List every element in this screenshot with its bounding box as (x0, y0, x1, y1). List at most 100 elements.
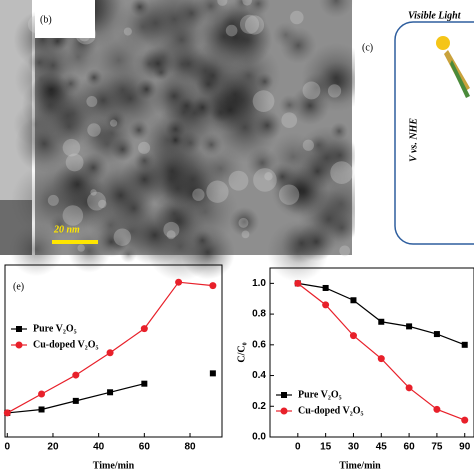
tem-particle (191, 229, 214, 252)
tem-gap (242, 0, 252, 6)
tem-gap (330, 161, 354, 184)
data-point (294, 279, 302, 287)
tem-gap (192, 188, 205, 201)
tem-particle (96, 226, 127, 258)
legend-marker (16, 326, 22, 332)
tem-gap (241, 230, 250, 239)
data-point (3, 409, 11, 417)
tem-particle (166, 131, 184, 149)
tem-gap (278, 184, 300, 205)
y-tick-label: 0.4 (252, 370, 266, 381)
tem-particle (318, 0, 354, 18)
tem-gap (253, 168, 277, 192)
data-point (141, 380, 148, 387)
tem-gap (166, 230, 176, 240)
panel-b-image (9, 0, 378, 282)
x-tick-label: 90 (459, 442, 471, 453)
x-tick-label: 0 (295, 442, 301, 453)
x-tick-label: 0 (5, 442, 11, 453)
tem-particle (200, 2, 271, 73)
legend-marker (280, 407, 288, 415)
tem-gap (87, 123, 101, 137)
tem-gap (228, 170, 249, 191)
legend-marker (15, 341, 23, 349)
tem-gap (90, 189, 97, 196)
x-tick-label: 45 (376, 442, 388, 453)
x-axis-label: Time/min (339, 460, 381, 471)
data-point (209, 370, 216, 377)
tem-particle (301, 42, 371, 112)
data-point (433, 331, 440, 338)
data-point (38, 390, 46, 398)
y-axis-label: C/C₀ (236, 342, 247, 362)
x-tick-label: 75 (431, 442, 443, 453)
tem-gap (281, 112, 298, 129)
tem-gap (98, 199, 107, 209)
label-box (35, 0, 95, 38)
data-point (349, 332, 357, 340)
legend-label: Pure V₂O₅ (33, 323, 77, 334)
data-point (377, 355, 385, 363)
x-tick-label: 60 (404, 442, 416, 453)
y-tick-label: 1.0 (252, 278, 266, 289)
data-point (38, 406, 45, 413)
data-point (322, 301, 330, 309)
x-tick-label: 40 (93, 442, 105, 453)
tem-particle (164, 93, 204, 132)
plot-frame (4, 264, 223, 438)
legend-label: Cu-doped V₂O₅ (298, 405, 364, 416)
chart-title: (e) (13, 281, 24, 292)
tem-gap (302, 139, 314, 151)
panel-label: (b) (40, 14, 52, 25)
panel-label: (c) (362, 42, 373, 53)
data-point (322, 284, 329, 291)
tem-gap (264, 172, 273, 181)
tem-particle (281, 223, 322, 264)
tem-gap (290, 10, 304, 25)
tem-particle (279, 27, 317, 64)
tem-gap (47, 194, 59, 206)
data-point (405, 384, 413, 392)
tem-particle (133, 48, 165, 80)
scale-text: 20 nm (53, 224, 80, 235)
data-point (72, 371, 80, 379)
tem-gap (163, 221, 180, 238)
tem-gap (113, 228, 132, 246)
tem-gap (86, 96, 98, 107)
tem-particle (327, 212, 357, 243)
x-tick-label: 15 (320, 442, 332, 453)
data-point (406, 323, 413, 330)
tem-gap (65, 153, 84, 172)
tem-gap (110, 119, 118, 127)
data-point (350, 297, 357, 304)
tem-particle (119, 154, 170, 205)
tem-particle (271, 161, 329, 220)
tem-particle (128, 119, 150, 141)
tem-particle (80, 117, 134, 171)
tem-gap (62, 205, 84, 226)
light-beam (450, 60, 470, 98)
y-tick-label: 0.6 (252, 339, 266, 350)
data-point (72, 397, 79, 404)
data-point (106, 349, 114, 357)
data-point (209, 282, 217, 290)
data-point (433, 405, 441, 413)
tem-particle (114, 0, 172, 56)
tem-particle (104, 110, 127, 132)
tem-gap (238, 217, 249, 228)
x-tick-label: 30 (348, 442, 360, 453)
tem-particle (169, 167, 221, 219)
legend-marker (281, 392, 287, 398)
tem-gap (327, 84, 342, 98)
data-point (107, 389, 114, 396)
light-label: Visible Light (408, 10, 462, 21)
tem-gap (206, 180, 229, 203)
tem-gap (77, 244, 85, 252)
tem-particle (10, 163, 87, 239)
tem-gap (302, 81, 321, 100)
y-tick-label: 0.0 (252, 432, 266, 443)
data-point (461, 416, 469, 424)
tem-gap (87, 191, 106, 211)
panel-c (355, 0, 474, 255)
legend-label: Cu-doped V₂O₅ (33, 339, 99, 350)
